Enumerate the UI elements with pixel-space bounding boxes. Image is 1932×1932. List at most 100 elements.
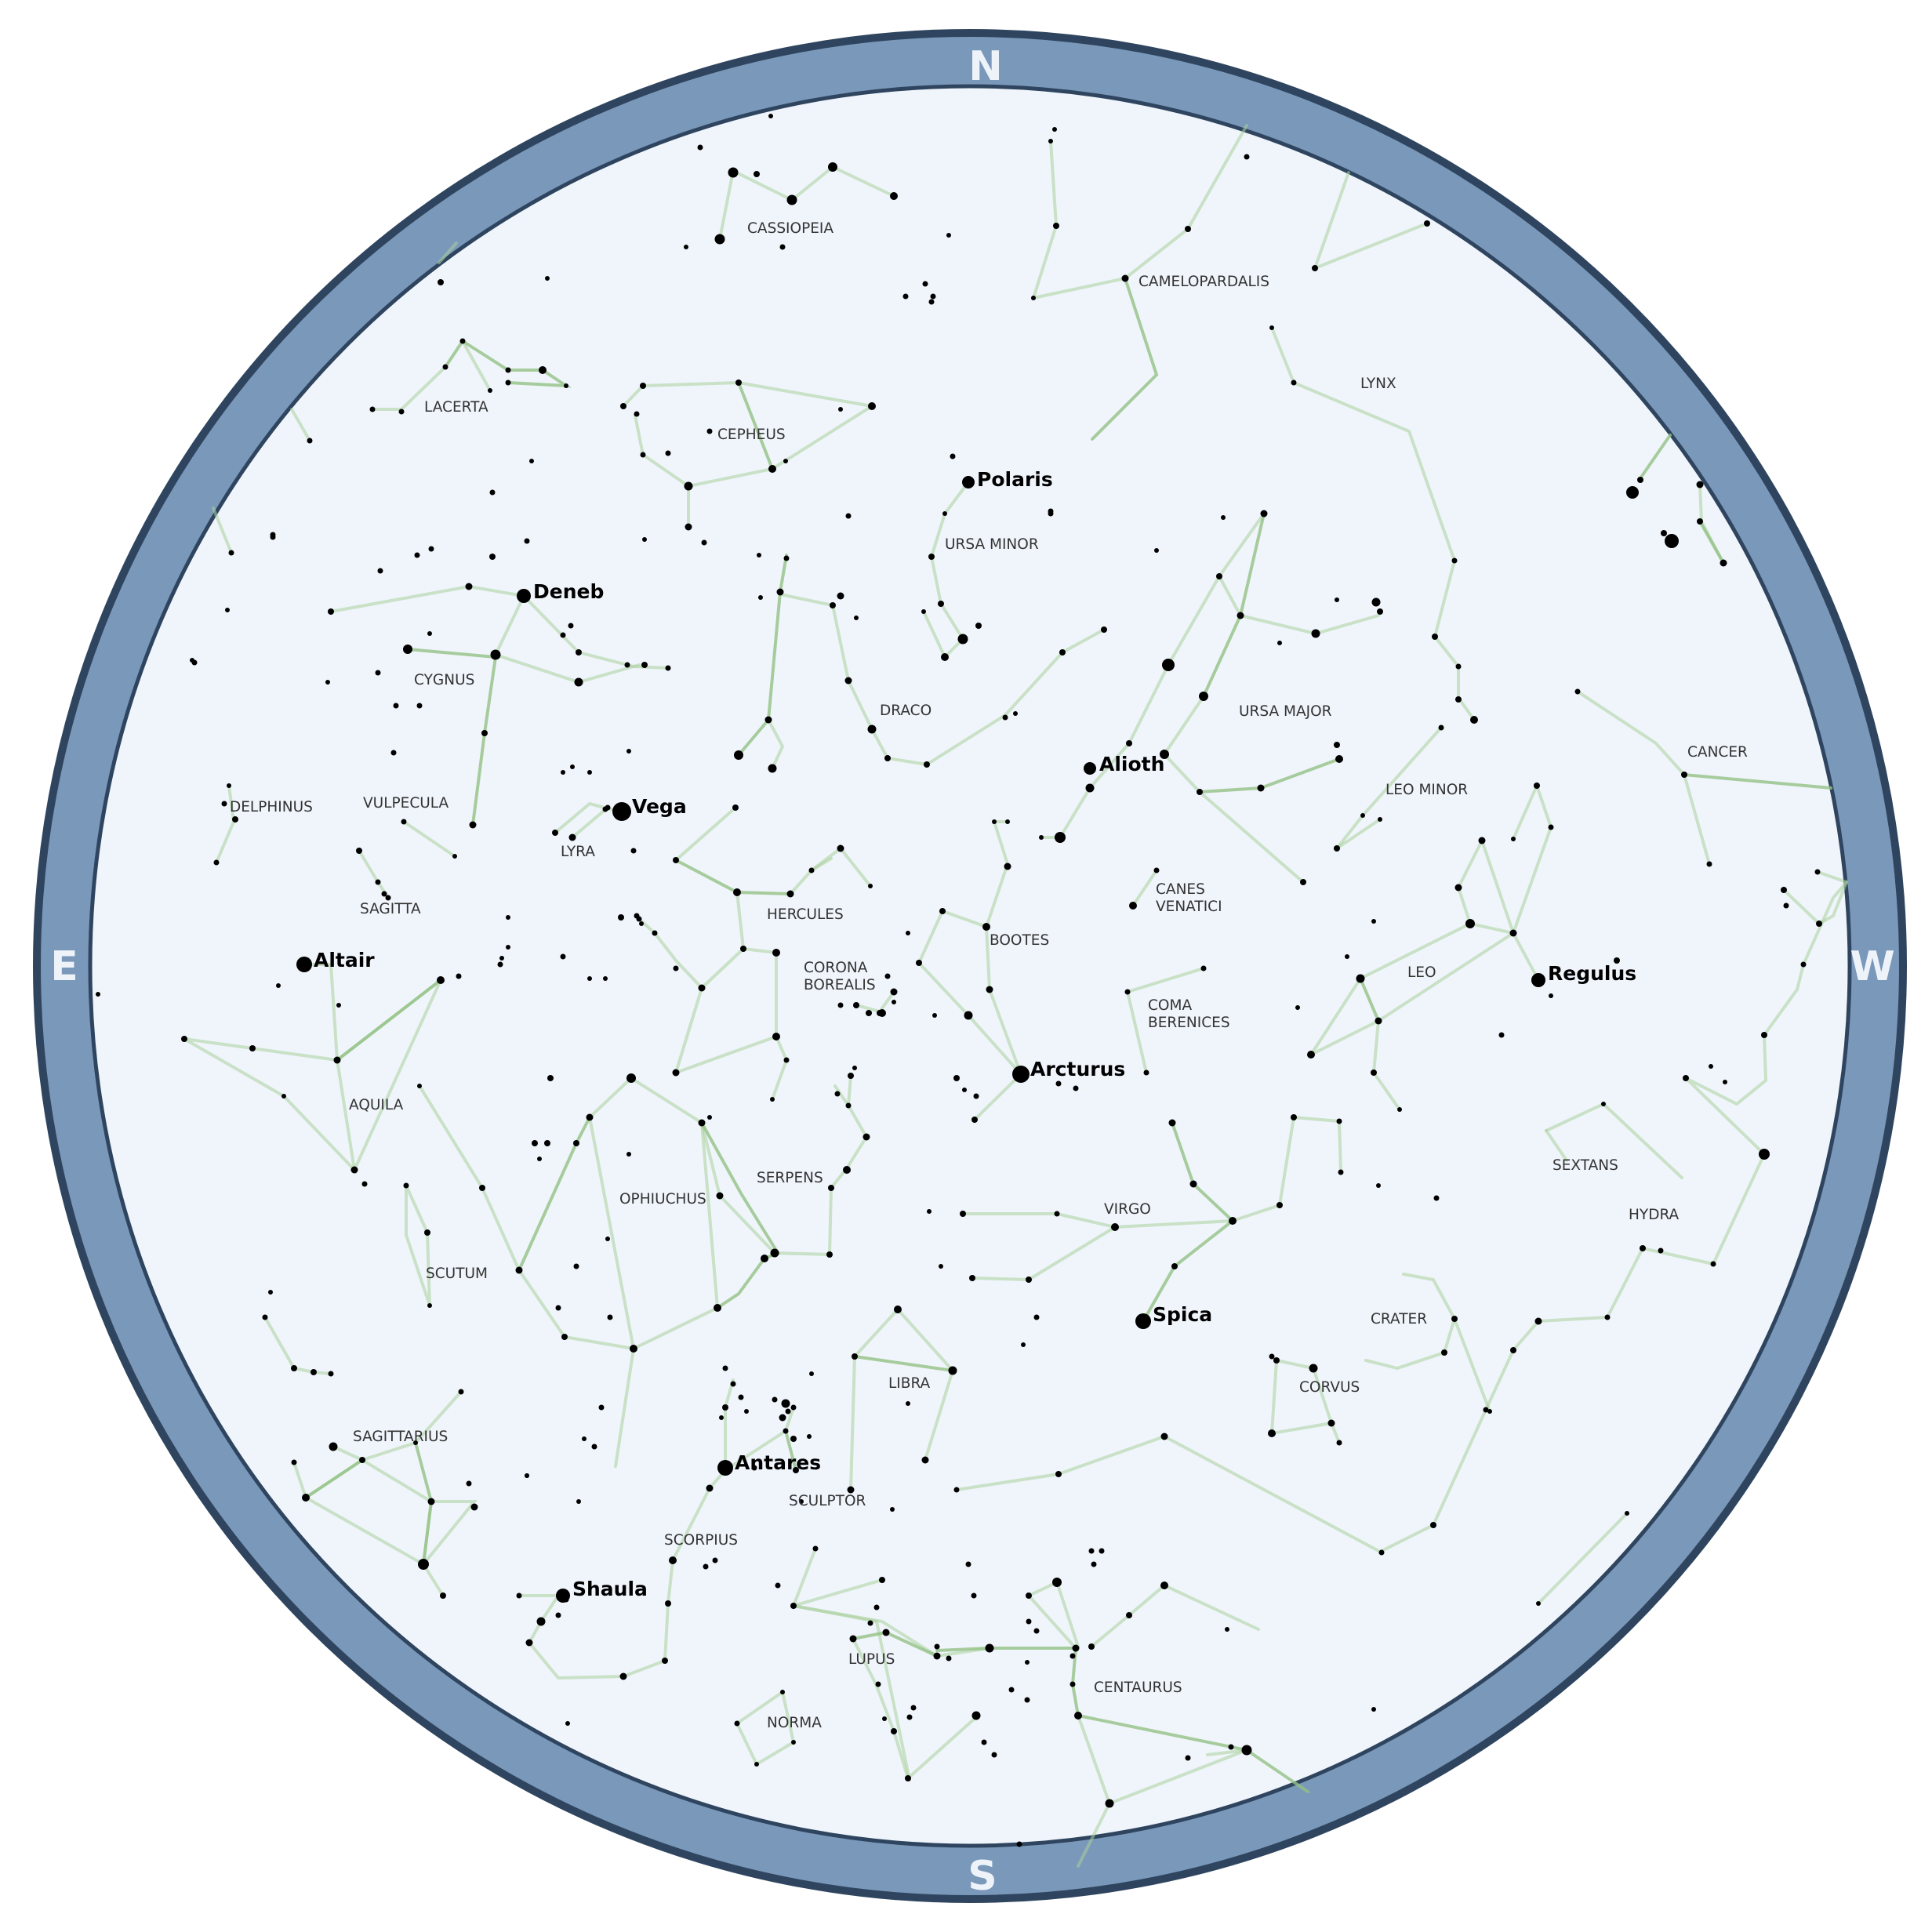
centaurus-lines-8 [1206, 1749, 1248, 1756]
lupus-lines-3 [792, 1604, 991, 1658]
centaurus-lines-2 [1026, 1580, 1080, 1650]
label-altair: Altair [314, 949, 375, 971]
label-borealis: BOREALIS [804, 977, 876, 993]
label-libra: LIBRA [888, 1375, 931, 1392]
hercules-lines-8 [637, 917, 703, 990]
cepheus-lines [622, 380, 877, 488]
lynx-lines-3 [1313, 171, 1350, 270]
label-cygnus: CYGNUS [414, 672, 474, 688]
cancer-lines-2 [1683, 773, 1832, 790]
ophiuchus-lines-2 [588, 1076, 831, 1256]
label-corvus: CORVUS [1299, 1379, 1360, 1396]
label-venatici: VENATICI [1156, 899, 1222, 915]
leo-minor-lines-2 [1335, 818, 1382, 850]
sagittarius-lines-2 [304, 1458, 364, 1499]
label-leo: LEO [1407, 964, 1436, 981]
label-alioth: Alioth [1099, 753, 1164, 775]
ursa-major-lines-4 [1162, 695, 1305, 884]
label-vega: Vega [632, 795, 687, 818]
hercules-lines-3 [789, 846, 872, 895]
star-deneb [517, 589, 531, 603]
hydra-lines-west [1684, 881, 1848, 1266]
label-aquila: AQUILA [349, 1097, 404, 1113]
label-cepheus: CEPHEUS [717, 427, 786, 443]
star-shaula [556, 1589, 570, 1603]
label-antares: Antares [735, 1451, 821, 1474]
star-regulus [1531, 973, 1545, 987]
label-virgo: VIRGO [1104, 1201, 1151, 1218]
coma-berenices-lines-2 [1126, 990, 1148, 1074]
label-ophiuchus: OPHIUCHUS [619, 1191, 706, 1208]
draco-lines-2 [767, 718, 785, 770]
sagittarius-lines-6 [263, 1316, 332, 1375]
cygnus-lines [329, 584, 670, 670]
leo-lines-2 [1456, 836, 1515, 935]
label-corona: CORONA [804, 960, 868, 976]
named-stars [296, 476, 1545, 1603]
label-ursa-major: URSA MAJOR [1239, 703, 1332, 720]
label-canes: CANES [1156, 881, 1205, 898]
corvus-lines [1275, 1359, 1341, 1444]
star-labels: Polaris Deneb Alioth Vega Altair Regulus… [314, 468, 1636, 1600]
centaurus-lines-6 [1108, 1749, 1248, 1805]
edge-lines-ne [1639, 434, 1672, 480]
edge-lines-nw-2 [212, 507, 233, 554]
star-arcturus [1012, 1066, 1030, 1083]
label-draco: DRACO [880, 703, 932, 719]
star-vega [612, 802, 631, 821]
aquila-lines-3 [183, 1037, 357, 1175]
label-deneb: Deneb [533, 580, 604, 603]
label-hydra: HYDRA [1629, 1207, 1680, 1223]
aquila-lines-2 [336, 979, 442, 1062]
edge-lines-ne-3 [1698, 520, 1725, 565]
libra-lines-2 [853, 1307, 955, 1462]
ophiuchus-lines-5 [700, 1121, 780, 1309]
label-scorpius: SCORPIUS [664, 1532, 738, 1549]
lacerta-lines-3 [461, 340, 492, 392]
lupus-lines [790, 1548, 884, 1609]
edge-lines-nw-3 [438, 242, 458, 264]
crater-lines-2 [1453, 1317, 1491, 1413]
label-sagittarius: SAGITTARIUS [353, 1429, 448, 1445]
cepheus-lines-2 [737, 381, 774, 470]
label-leo-minor: LEO MINOR [1385, 782, 1468, 798]
label-cassiopeia: CASSIOPEIA [747, 220, 833, 237]
label-sagitta: SAGITTA [360, 901, 421, 917]
label-serpens: SERPENS [757, 1170, 823, 1186]
edge-lines-nw [290, 408, 311, 442]
coma-berenices-lines [1126, 967, 1205, 993]
leo-lines-3 [1309, 781, 1553, 1056]
label-hercules: HERCULES [767, 906, 844, 923]
serpens-lines [828, 1084, 869, 1256]
cardinal-east: E [50, 943, 78, 990]
label-spica: Spica [1153, 1303, 1212, 1326]
label-shaula: Shaula [572, 1578, 648, 1600]
lacerta-lines [444, 340, 464, 369]
label-vulpecula: VULPECULA [363, 795, 449, 812]
label-lyra: LYRA [561, 844, 595, 860]
label-lupus: LUPUS [848, 1651, 895, 1668]
star-alioth [1084, 762, 1096, 775]
label-ursa-minor: URSA MINOR [945, 536, 1039, 553]
libra-lines-3 [849, 1355, 856, 1491]
label-berenices: BERENICES [1148, 1015, 1230, 1031]
label-crater: CRATER [1371, 1311, 1427, 1327]
label-lacerta: LACERTA [424, 399, 488, 416]
cygnus-lines-3 [406, 648, 498, 826]
label-sculptor: SCULPTOR [789, 1493, 866, 1509]
label-scutum: SCUTUM [426, 1266, 488, 1282]
label-arcturus: Arcturus [1030, 1058, 1125, 1080]
vulpecula-lines [402, 820, 456, 858]
cardinal-south: S [968, 1853, 997, 1900]
label-centaurus: CENTAURUS [1094, 1680, 1182, 1696]
label-norma: NORMA [767, 1715, 822, 1731]
crater-lines [1364, 1273, 1457, 1371]
cancer-lines [1576, 690, 1711, 866]
hydra-lines-south [955, 1434, 1383, 1554]
label-coma: COMA [1148, 997, 1192, 1014]
leo-lines-4 [1359, 977, 1380, 1022]
background-stars [96, 114, 1822, 1847]
label-camelopardalis: CAMELOPARDALIS [1138, 274, 1269, 290]
serpens-lines-2 [847, 1074, 852, 1107]
